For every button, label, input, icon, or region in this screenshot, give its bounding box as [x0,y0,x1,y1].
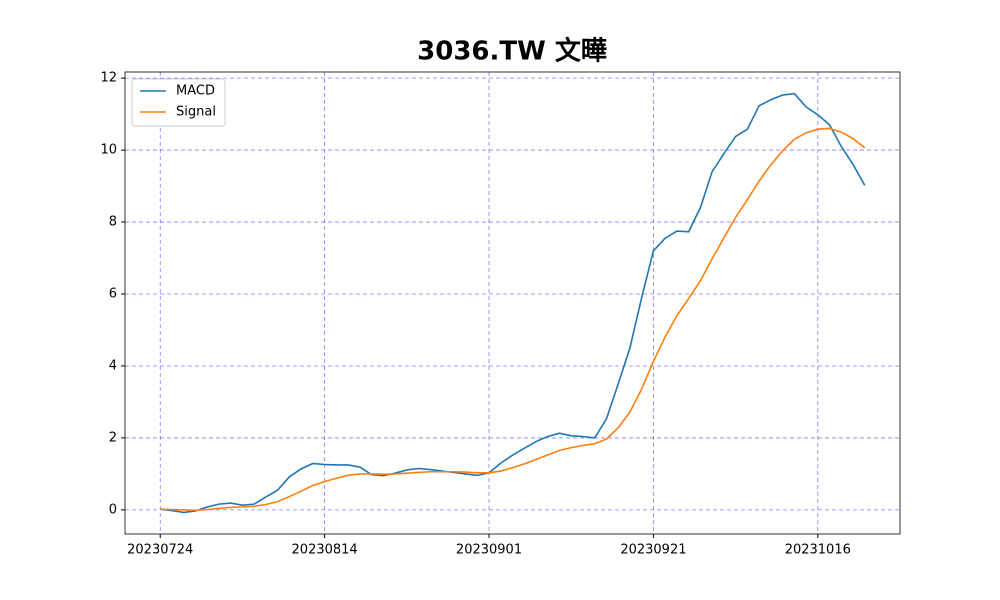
y-tick-label: 4 [109,358,117,373]
x-tick-label: 20230724 [127,543,193,558]
x-tick-label: 20230814 [292,543,358,558]
x-tick-label: 20230901 [456,543,522,558]
x-tick-label: 20231016 [785,543,851,558]
legend-label: MACD [176,84,215,99]
y-tick-label: 10 [100,143,117,158]
y-tick-label: 2 [109,430,117,445]
y-tick-label: 8 [109,215,117,230]
y-tick-label: 0 [109,502,117,517]
legend: MACD Signal [131,78,226,127]
plot-area [125,72,900,534]
legend-label: Signal [176,105,216,120]
x-tick-label: 20230921 [620,543,686,558]
y-tick-label: 12 [100,71,117,86]
y-tick-label: 6 [109,287,117,302]
plot-frame [124,71,901,535]
line-series [160,127,866,512]
line-series [160,92,866,514]
chart-title: 3036.TW 文曄 [417,36,607,67]
